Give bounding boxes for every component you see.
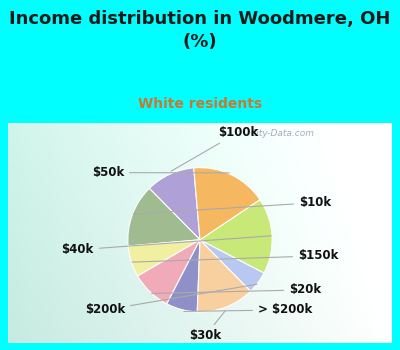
Text: Income distribution in Woodmere, OH
(%): Income distribution in Woodmere, OH (%) bbox=[9, 10, 391, 50]
Wedge shape bbox=[200, 199, 272, 273]
Text: $50k: $50k bbox=[92, 166, 229, 179]
Text: $20k: $20k bbox=[152, 284, 321, 296]
Wedge shape bbox=[128, 188, 200, 246]
Wedge shape bbox=[200, 240, 264, 291]
Text: City-Data.com: City-Data.com bbox=[250, 129, 314, 138]
Text: $40k: $40k bbox=[62, 236, 271, 256]
Text: $150k: $150k bbox=[132, 249, 338, 262]
Text: White residents: White residents bbox=[138, 97, 262, 111]
Text: $10k: $10k bbox=[133, 196, 331, 214]
Wedge shape bbox=[149, 168, 200, 240]
Wedge shape bbox=[167, 240, 200, 312]
Wedge shape bbox=[194, 168, 260, 240]
Text: > $200k: > $200k bbox=[184, 303, 312, 316]
Text: $100k: $100k bbox=[171, 126, 258, 171]
Wedge shape bbox=[128, 240, 200, 276]
Wedge shape bbox=[197, 240, 251, 312]
Wedge shape bbox=[138, 240, 200, 304]
Text: $200k: $200k bbox=[85, 284, 257, 316]
Text: $30k: $30k bbox=[189, 311, 225, 343]
